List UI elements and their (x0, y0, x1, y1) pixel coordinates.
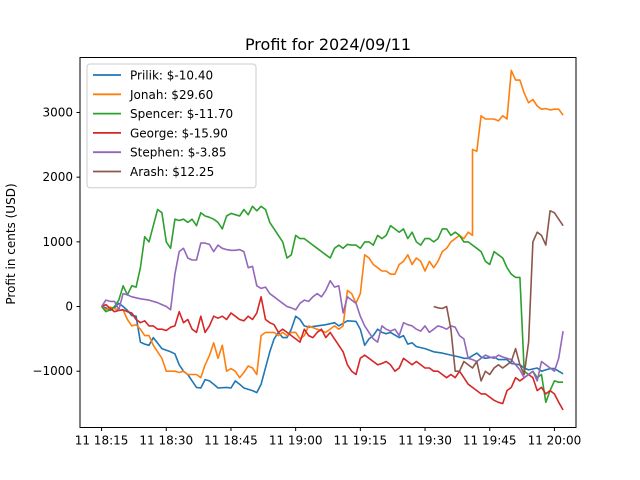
x-tick-label: 11 19:30 (398, 434, 452, 448)
x-tick-label: 11 19:45 (463, 434, 517, 448)
x-tick-label: 11 19:15 (334, 434, 388, 448)
legend: Prilik: $-10.40 Jonah: $29.60 Spencer: $-1… (86, 63, 257, 189)
x-tick-label: 11 18:30 (139, 434, 193, 448)
y-tick-label: 1000 (42, 235, 73, 249)
x-tick-label: 11 19:00 (269, 434, 323, 448)
y-tick-label: 0 (65, 300, 73, 314)
axes-frame (79, 57, 577, 428)
legend-label-george: George: $-15.90 (130, 126, 228, 140)
x-tick-label: 11 20:00 (528, 434, 582, 448)
x-tick-label: 11 18:45 (204, 434, 258, 448)
y-axis-ticks: −1000 0 1000 2000 3000 (32, 105, 80, 378)
series-line-spencer (100, 205, 564, 404)
y-axis-label: Profit in cents (USD) (4, 183, 18, 304)
series-line-george (101, 295, 564, 411)
y-tick-label: 3000 (42, 105, 73, 119)
legend-label-spencer: Spencer: $-11.70 (130, 107, 233, 121)
legend-label-prilik: Prilik: $-10.40 (130, 69, 213, 83)
legend-label-stephen: Stephen: $-3.85 (130, 146, 226, 160)
series-line-prilik (101, 302, 564, 394)
series-line-jonah (101, 69, 564, 379)
legend-label-arash: Arash: $12.25 (130, 165, 214, 179)
legend-label-jonah: Jonah: $29.60 (129, 88, 213, 102)
x-axis-ticks: 11 18:15 11 18:30 11 18:45 11 19:00 11 19:15… (75, 427, 582, 448)
y-tick-label: 2000 (42, 170, 73, 184)
y-tick-label: −1000 (32, 364, 73, 378)
series-line-stephen (100, 242, 564, 382)
x-tick-label: 11 18:15 (75, 434, 129, 448)
legend-box (86, 63, 257, 189)
chart-title: Profit for 2024/09/11 (245, 35, 411, 54)
series-line-arash (433, 210, 564, 382)
plot-area (100, 69, 564, 411)
